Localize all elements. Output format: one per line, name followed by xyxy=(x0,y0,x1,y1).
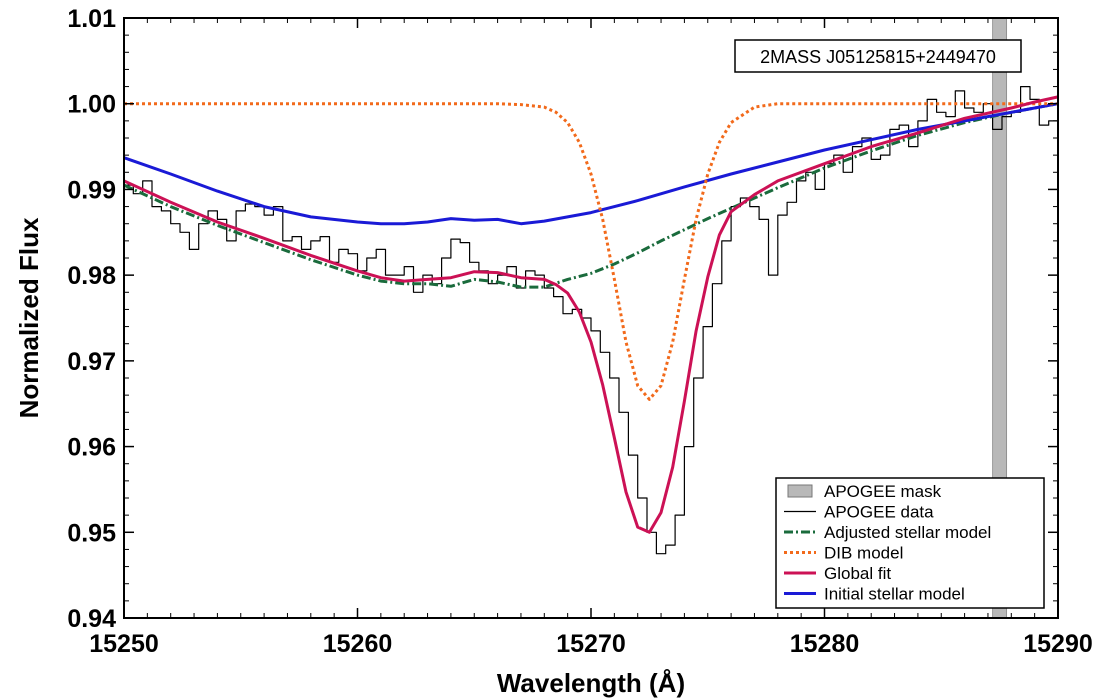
series-layer xyxy=(123,86,1059,555)
y-tick-label: 1.01 xyxy=(67,5,116,33)
legend-entry: DIB model xyxy=(784,544,903,563)
legend-label: APOGEE data xyxy=(824,503,934,522)
y-tick-label: 0.97 xyxy=(67,348,116,376)
legend-entry: Adjusted stellar model xyxy=(784,523,991,542)
series-apogee-data xyxy=(124,86,1058,555)
legend-label: Initial stellar model xyxy=(824,585,965,604)
series-dib-model xyxy=(124,102,1058,401)
legend-frame xyxy=(775,477,1045,609)
series-adjusted-stellar-model xyxy=(123,102,1059,289)
legend-entry: APOGEE data xyxy=(784,503,934,522)
x-tick-label: 15290 xyxy=(1023,630,1093,658)
x-tick-label: 15250 xyxy=(89,630,159,658)
x-axis-title: Wavelength (Å) xyxy=(497,668,685,698)
y-tick-label: 0.99 xyxy=(67,176,116,204)
annotation-text: 2MASS J05125815+2449470 xyxy=(760,47,996,67)
legend-entry: Initial stellar model xyxy=(784,585,965,604)
x-tick-label: 15280 xyxy=(790,630,860,658)
y-axis-title: Normalized Flux xyxy=(14,217,44,418)
legend-entry: APOGEE mask xyxy=(787,482,942,501)
legend-entry: Global fit xyxy=(784,564,891,583)
y-tick-label: 0.94 xyxy=(67,605,116,633)
legend-swatch xyxy=(787,484,813,498)
x-tick-label: 15270 xyxy=(556,630,626,658)
ticks-layer xyxy=(123,17,1059,619)
legend-label: Global fit xyxy=(824,564,891,583)
annotation-border xyxy=(734,39,1022,73)
legend-label: DIB model xyxy=(824,544,903,563)
y-tick-label: 0.98 xyxy=(67,262,116,290)
legend-label: Adjusted stellar model xyxy=(824,523,991,542)
series-initial-stellar-model xyxy=(123,102,1059,226)
x-tick-label: 15260 xyxy=(323,630,393,658)
tick-labels-layer: 15250 15260 15270 15280 15290 0.94 0.95 0.96 0.9… xyxy=(67,5,1092,658)
y-tick-label: 0.95 xyxy=(67,519,116,547)
y-tick-label: 0.96 xyxy=(67,434,116,462)
series-global-fit xyxy=(123,95,1059,534)
legend-label: APOGEE mask xyxy=(824,482,942,501)
y-tick-label: 1.00 xyxy=(67,91,116,119)
annotation-box: 2MASS J05125815+2449470 xyxy=(734,39,1022,73)
